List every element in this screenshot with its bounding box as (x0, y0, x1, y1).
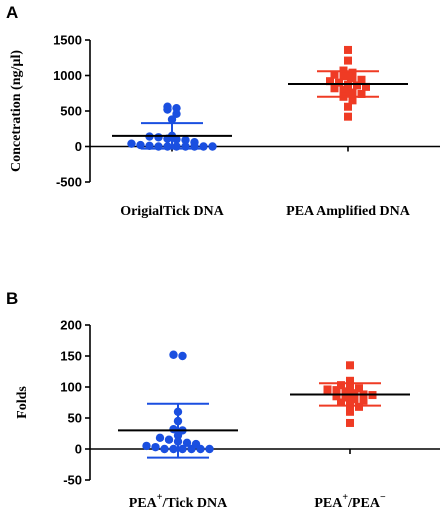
x-category-label: PEA+/PEA− (314, 492, 386, 511)
data-point (205, 444, 214, 454)
data-point (163, 105, 172, 114)
data-point (359, 396, 368, 405)
y-tick-label: 1000 (53, 68, 82, 83)
x-category-label: PEA Amplified DNA (286, 204, 411, 219)
data-point (151, 442, 160, 452)
y-tick-label: 100 (60, 380, 82, 395)
data-point (346, 376, 354, 385)
data-point (350, 395, 359, 404)
data-point (344, 45, 352, 54)
data-point (353, 81, 361, 90)
data-point (344, 56, 352, 65)
data-point (350, 389, 359, 398)
data-point (167, 115, 177, 124)
panel-b: B -50 0 50 100 150 200 Folds PEA+/Tick DNA PEA+/P… (6, 289, 440, 511)
data-point (142, 441, 151, 451)
y-tick-label: -500 (56, 175, 82, 190)
data-point (339, 72, 348, 81)
data-point (172, 135, 181, 144)
data-point (348, 96, 357, 105)
y-tick-label: 0 (75, 442, 82, 457)
x-category-label: OrigialTick DNA (120, 204, 224, 219)
data-point (355, 384, 363, 393)
data-point (355, 402, 363, 411)
data-point (187, 444, 196, 454)
panel-letter: A (6, 3, 18, 22)
data-point (169, 350, 178, 359)
data-point (344, 102, 352, 111)
y-tick-label: 500 (60, 104, 82, 119)
data-point (357, 89, 366, 98)
data-point (332, 392, 341, 401)
data-point (344, 112, 352, 121)
data-point (172, 109, 181, 119)
y-tick-label: 50 (68, 411, 82, 426)
x-category-label: PEA+/Tick DNA (129, 492, 228, 511)
data-point (208, 142, 217, 151)
y-tick-label: 0 (75, 139, 82, 154)
data-point (330, 70, 339, 79)
data-point (346, 361, 354, 370)
data-point (326, 77, 334, 86)
panel-a: A -500 0 500 1000 1500 Concetration (ng/µl) Ori… (6, 3, 440, 219)
y-axis-title: Concetration (ng/µl) (9, 50, 24, 172)
data-point (335, 78, 343, 87)
data-point (357, 75, 366, 84)
data-point (323, 385, 332, 394)
y-tick-label: 1500 (53, 33, 82, 48)
data-point (346, 407, 354, 416)
data-point (348, 68, 357, 77)
y-tick-label: -50 (63, 473, 82, 488)
data-point (332, 386, 341, 395)
data-point (346, 418, 354, 427)
data-point (337, 398, 345, 407)
data-point (196, 444, 205, 454)
data-point (155, 433, 165, 443)
panel-letter: B (6, 289, 18, 308)
data-point (341, 387, 350, 396)
data-point (337, 381, 345, 390)
data-point (348, 88, 357, 97)
data-point (339, 85, 348, 94)
data-point (127, 139, 136, 148)
data-point (164, 435, 174, 444)
y-axis-title: Folds (15, 386, 30, 419)
data-point (178, 351, 187, 361)
data-point (348, 74, 357, 83)
data-point (330, 84, 339, 93)
data-point (362, 82, 370, 91)
data-point (178, 444, 187, 454)
data-point (154, 133, 163, 142)
y-tick-label: 200 (60, 318, 82, 333)
data-point (160, 444, 169, 454)
data-point (136, 140, 145, 150)
data-point (181, 135, 190, 145)
data-point (169, 444, 178, 454)
data-point (341, 393, 350, 402)
y-tick-label: 150 (60, 349, 82, 364)
data-point (182, 438, 192, 447)
